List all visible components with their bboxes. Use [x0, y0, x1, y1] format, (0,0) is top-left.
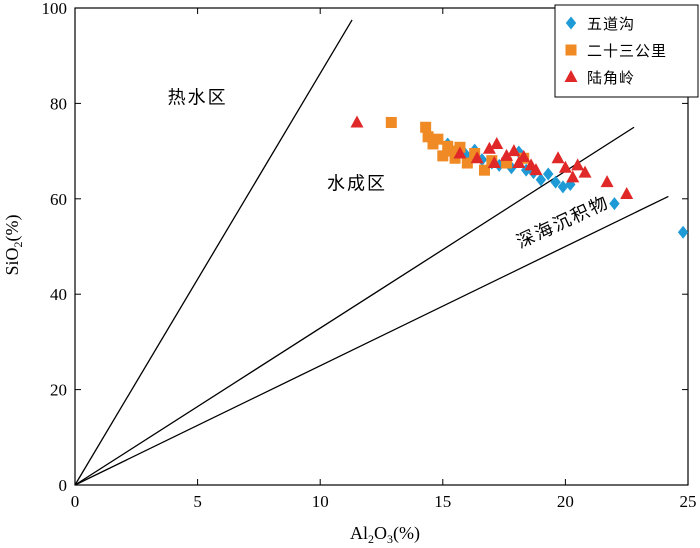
data-point-triangle: [517, 149, 531, 162]
plot-border: [74, 7, 689, 486]
legend-marker-triangle: [564, 70, 578, 82]
region-label: 热水区: [168, 87, 228, 108]
data-point-triangle: [500, 148, 514, 161]
data-point-triangle: [578, 165, 592, 178]
legend-marker-diamond: [565, 16, 577, 30]
data-point-square: [461, 157, 473, 169]
data-point-square: [432, 133, 444, 145]
axis-ticks: 0 5 10 15 20 25 0 20 40 60 80 100: [42, 0, 697, 511]
reference-line: [74, 195, 669, 486]
region-label: 水成区: [327, 173, 387, 194]
data-point-triangle: [529, 163, 543, 176]
x-tick-label: 15: [434, 492, 451, 511]
data-point-triangle: [558, 160, 572, 173]
x-tick-label: 25: [680, 492, 697, 511]
data-point-triangle: [566, 170, 580, 183]
y-axis-title: SiO2(%): [2, 214, 25, 275]
y-tick-label: 100: [42, 0, 68, 18]
y-tick-label: 40: [50, 285, 67, 304]
data-point-triangle: [600, 175, 614, 188]
x-axis-title: Al2O3(%): [350, 523, 420, 546]
legend-label: 五道沟: [587, 15, 635, 33]
data-point-diamond: [557, 180, 569, 194]
data-point-diamond: [609, 197, 620, 211]
data-point-diamond: [535, 173, 547, 187]
data-point-diamond: [543, 167, 554, 181]
data-point-square: [422, 131, 434, 143]
region-label: 深海沉积物: [513, 192, 613, 253]
legend-label: 二十三公里: [587, 42, 667, 60]
data-point-triangle: [487, 156, 501, 169]
plot-frame: [74, 7, 689, 486]
y-tick-label: 0: [59, 476, 68, 495]
data-point-diamond: [677, 225, 689, 239]
data-point-triangle: [512, 156, 526, 169]
data-point-triangle: [571, 158, 585, 171]
data-point-triangle: [507, 144, 521, 157]
data-point-square: [437, 150, 449, 162]
data-point-square: [469, 147, 481, 159]
data-point-diamond: [565, 177, 576, 191]
x-tick-label: 20: [557, 492, 574, 511]
reference-line: [74, 19, 353, 486]
y-tick-label: 60: [50, 190, 67, 209]
data-point-square: [478, 164, 490, 176]
data-point-triangle: [551, 151, 565, 164]
data-point-square: [444, 145, 456, 157]
x-tick-label: 0: [71, 492, 80, 511]
x-tick-label: 10: [312, 492, 329, 511]
data-point-square: [501, 157, 513, 169]
data-point-triangle: [453, 146, 467, 159]
data-point-triangle: [482, 141, 496, 154]
data-point-triangle: [490, 136, 504, 149]
legend-label: 陆角岭: [587, 69, 635, 87]
data-point-square: [420, 121, 432, 133]
reference-lines: [74, 19, 669, 486]
data-point-diamond: [550, 175, 561, 189]
data-point-square: [385, 116, 397, 128]
y-tick-label: 80: [50, 94, 67, 113]
legend-box: [554, 4, 699, 98]
y-tick-label: 20: [50, 381, 67, 400]
legend-marker-square: [565, 44, 577, 56]
reference-line: [74, 126, 635, 486]
data-point-triangle: [350, 115, 364, 128]
data-point-triangle: [470, 151, 484, 164]
data-points: [350, 115, 689, 239]
data-point-triangle: [620, 187, 634, 200]
x-tick-label: 5: [193, 492, 202, 511]
